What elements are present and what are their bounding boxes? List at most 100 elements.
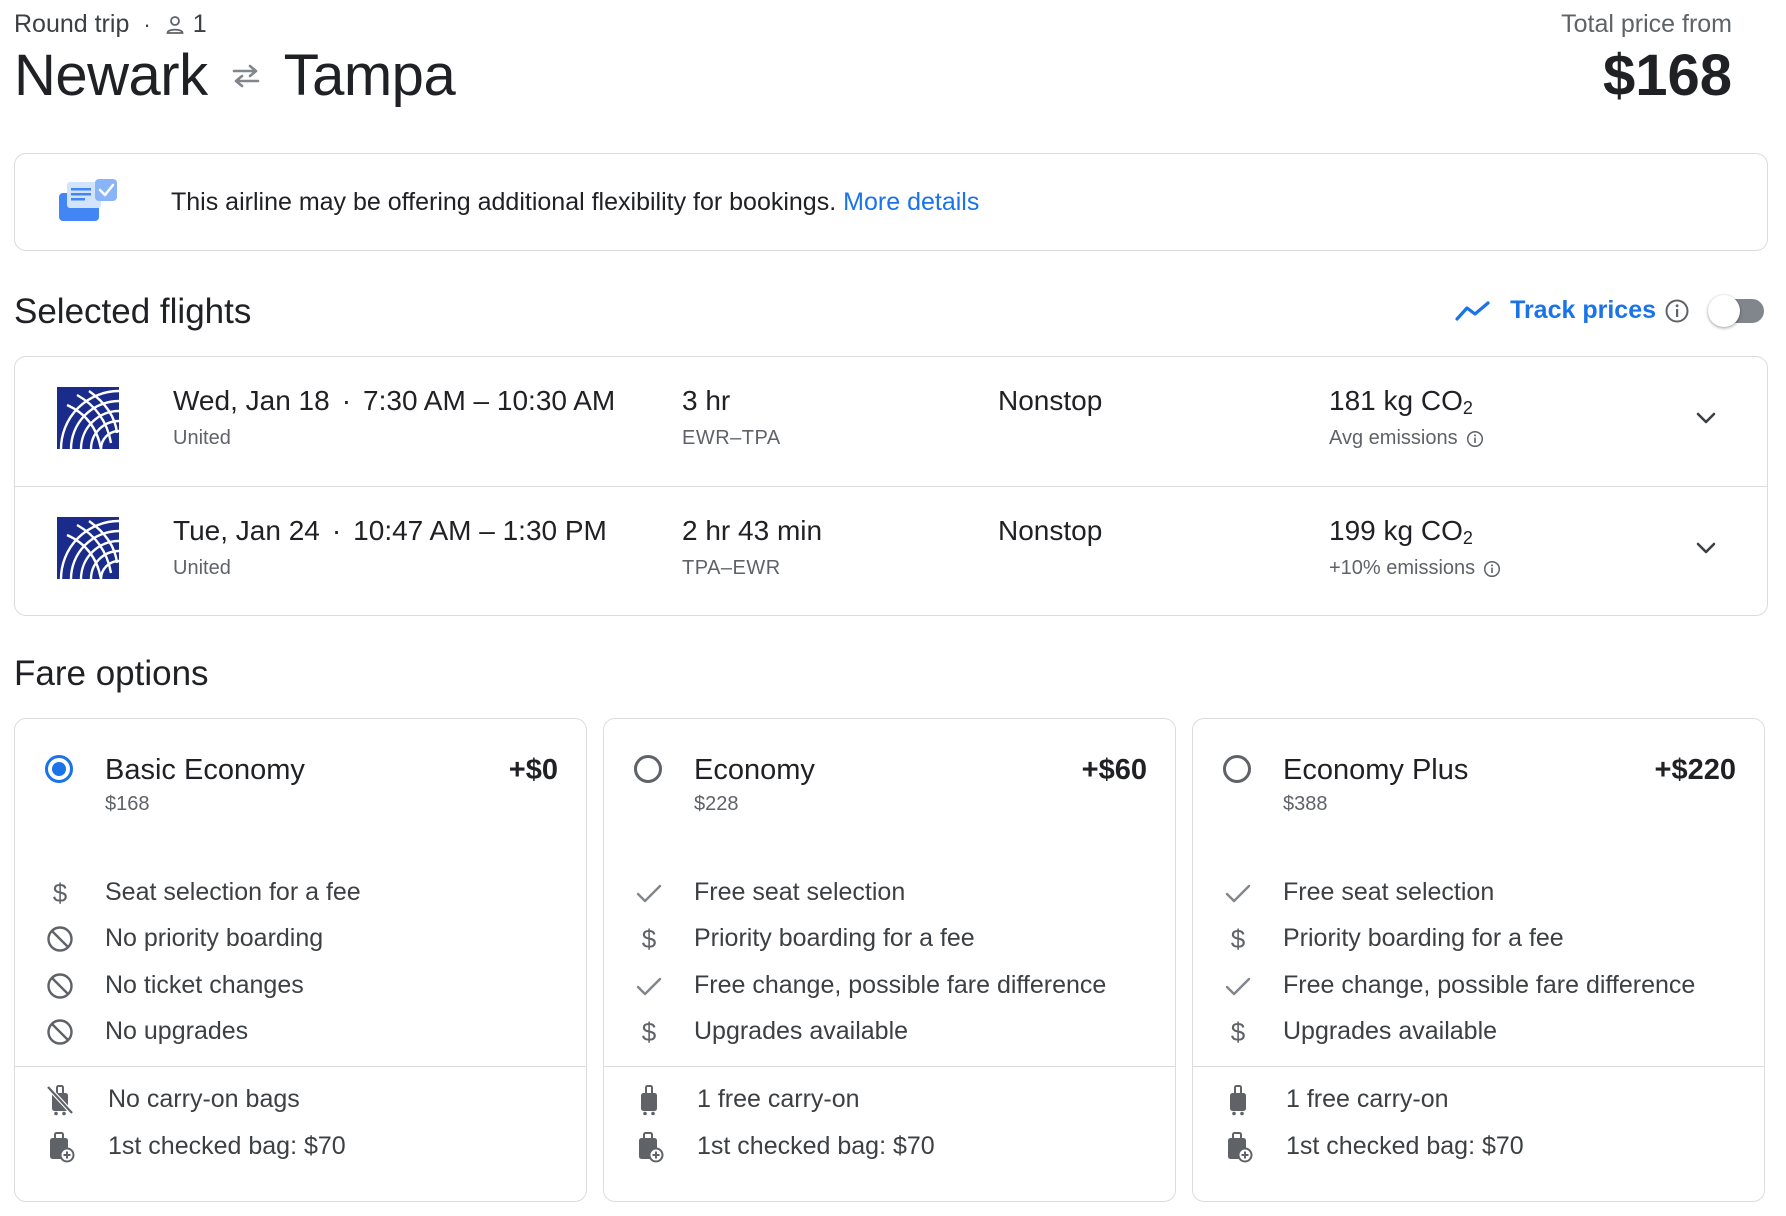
fare-feature-label: Seat selection for a fee xyxy=(105,878,361,906)
emissions-label: +10% emissions xyxy=(1329,557,1476,579)
fare-baggage: 1 free carry-on xyxy=(604,1081,1175,1121)
flight-emissions: +10% emissions xyxy=(1329,557,1501,580)
flight-date-time: Tue, Jan 24 · 10:47 AM – 1:30 PM xyxy=(173,515,607,547)
svg-text:$: $ xyxy=(1231,1017,1246,1047)
flight-date: Tue, Jan 24 xyxy=(173,515,320,546)
fare-feature: $ Upgrades available xyxy=(1193,1013,1764,1053)
fare-card-economy[interactable]: Economy +$60 $228 Free seat selection $ Prior… xyxy=(603,718,1176,1202)
track-prices-toggle[interactable] xyxy=(1708,294,1764,327)
fare-card-economy-plus[interactable]: Economy Plus +$220 $388 Free seat selection… xyxy=(1192,718,1765,1202)
fare-divider xyxy=(604,1066,1175,1067)
not-allowed-icon xyxy=(45,971,75,1001)
fare-card-basic-economy[interactable]: Basic Economy +$0 $168 $ Seat selection for … xyxy=(14,718,587,1202)
carry-on-icon xyxy=(634,1085,664,1116)
flight-times: 7:30 AM – 10:30 AM xyxy=(363,385,616,416)
origin-city: Newark xyxy=(14,43,208,108)
flight-times: 10:47 AM – 1:30 PM xyxy=(353,515,607,546)
total-price: $168 xyxy=(1602,43,1732,108)
info-icon[interactable] xyxy=(1664,298,1690,324)
flight-row-return[interactable]: Tue, Jan 24 · 10:47 AM – 1:30 PM United 2 … xyxy=(15,486,1767,615)
flight-co2: 199 kg CO2 xyxy=(1329,515,1473,549)
fare-feature-label: Free change, possible fare difference xyxy=(1283,971,1696,999)
check-icon xyxy=(634,878,664,908)
booking-flex-icon xyxy=(57,179,117,225)
fare-baggage: 1 free carry-on xyxy=(1193,1081,1764,1121)
svg-text:$: $ xyxy=(642,1017,657,1047)
fare-price-delta: +$60 xyxy=(1081,754,1147,786)
chevron-down-icon[interactable] xyxy=(1693,405,1719,431)
dollar-icon: $ xyxy=(634,924,664,954)
check-icon xyxy=(1223,971,1253,1001)
track-prices-label[interactable]: Track prices xyxy=(1510,296,1656,324)
emissions-label: Avg emissions xyxy=(1329,427,1458,449)
fare-radio-button[interactable] xyxy=(634,755,662,783)
fare-feature: No ticket changes xyxy=(15,967,586,1007)
fare-feature: Free change, possible fare difference xyxy=(604,967,1175,1007)
trip-meta: Round trip · 1 xyxy=(14,10,207,39)
fare-feature-label: Upgrades available xyxy=(1283,1017,1498,1045)
total-price-label: Total price from xyxy=(1561,10,1732,38)
fare-feature-label: Priority boarding for a fee xyxy=(1283,924,1564,952)
fare-feature-label: No ticket changes xyxy=(105,971,304,999)
svg-text:$: $ xyxy=(642,924,657,954)
co2-value: 181 kg CO xyxy=(1329,385,1463,416)
svg-text:$: $ xyxy=(53,878,68,908)
flight-duration: 2 hr 43 min xyxy=(682,515,823,546)
fare-feature: Free change, possible fare difference xyxy=(1193,967,1764,1007)
fare-baggage: No carry-on bags xyxy=(15,1081,586,1121)
separator-dot: · xyxy=(143,11,151,37)
check-icon xyxy=(634,971,664,1001)
fare-baggage-label: 1st checked bag: $70 xyxy=(1286,1132,1524,1160)
flight-row-outbound[interactable]: Wed, Jan 18 · 7:30 AM – 10:30 AM United 3 … xyxy=(15,357,1767,486)
flight-co2: 181 kg CO2 xyxy=(1329,385,1473,419)
fare-baggage-label: 1 free carry-on xyxy=(697,1085,860,1113)
fare-baggage-label: No carry-on bags xyxy=(108,1085,300,1113)
more-details-link[interactable]: More details xyxy=(843,187,980,216)
dollar-icon: $ xyxy=(634,1017,664,1047)
trip-type[interactable]: Round trip xyxy=(14,10,130,38)
fare-feature: $ Priority boarding for a fee xyxy=(604,920,1175,960)
fare-baggage: 1st checked bag: $70 xyxy=(15,1128,586,1168)
track-prices: Track prices xyxy=(1454,294,1764,327)
banner-text: This airline may be offering additional … xyxy=(171,187,837,216)
flight-date-time: Wed, Jan 18 · 7:30 AM – 10:30 AM xyxy=(173,385,615,417)
fare-baggage-label: 1st checked bag: $70 xyxy=(697,1132,935,1160)
fare-feature: Free seat selection xyxy=(604,874,1175,914)
co2-subscript: 2 xyxy=(1462,528,1473,548)
fare-feature-label: Free seat selection xyxy=(694,878,906,906)
fare-radio-button[interactable] xyxy=(1223,755,1251,783)
fare-baggage: 1st checked bag: $70 xyxy=(604,1128,1175,1168)
co2-value: 199 kg CO xyxy=(1329,515,1463,546)
flight-airline: United xyxy=(173,427,231,449)
info-icon[interactable] xyxy=(1458,430,1484,448)
svg-text:$: $ xyxy=(1231,924,1246,954)
fare-name: Economy xyxy=(694,754,815,786)
dollar-icon: $ xyxy=(1223,1017,1253,1047)
fare-feature: $ Seat selection for a fee xyxy=(15,874,586,914)
fare-radio-button[interactable] xyxy=(45,755,73,783)
info-icon[interactable] xyxy=(1475,560,1501,578)
united-logo-icon xyxy=(57,517,120,580)
fare-divider xyxy=(1193,1066,1764,1067)
passenger-count[interactable]: 1 xyxy=(192,10,207,38)
chevron-down-icon[interactable] xyxy=(1693,535,1719,561)
flight-route: EWR–TPA xyxy=(682,427,781,449)
person-icon xyxy=(165,15,193,35)
destination-city: Tampa xyxy=(283,43,456,108)
fare-total-price: $228 xyxy=(694,793,739,815)
fare-baggage-label: 1st checked bag: $70 xyxy=(108,1132,346,1160)
flight-stops: Nonstop xyxy=(998,515,1103,546)
not-allowed-icon xyxy=(45,924,75,954)
flight-airline: United xyxy=(173,557,231,579)
fare-options-title: Fare options xyxy=(14,654,209,693)
separator-dot: · xyxy=(331,515,342,546)
dollar-icon: $ xyxy=(45,878,75,908)
selected-flights-title: Selected flights xyxy=(14,292,252,331)
united-logo-icon xyxy=(57,387,120,450)
checked-bag-icon xyxy=(1223,1132,1253,1163)
fare-price-delta: +$220 xyxy=(1654,754,1736,786)
fare-total-price: $168 xyxy=(105,793,150,815)
flight-date: Wed, Jan 18 xyxy=(173,385,330,416)
checked-bag-icon xyxy=(45,1132,75,1163)
flights-card: Wed, Jan 18 · 7:30 AM – 10:30 AM United 3 … xyxy=(14,356,1768,616)
